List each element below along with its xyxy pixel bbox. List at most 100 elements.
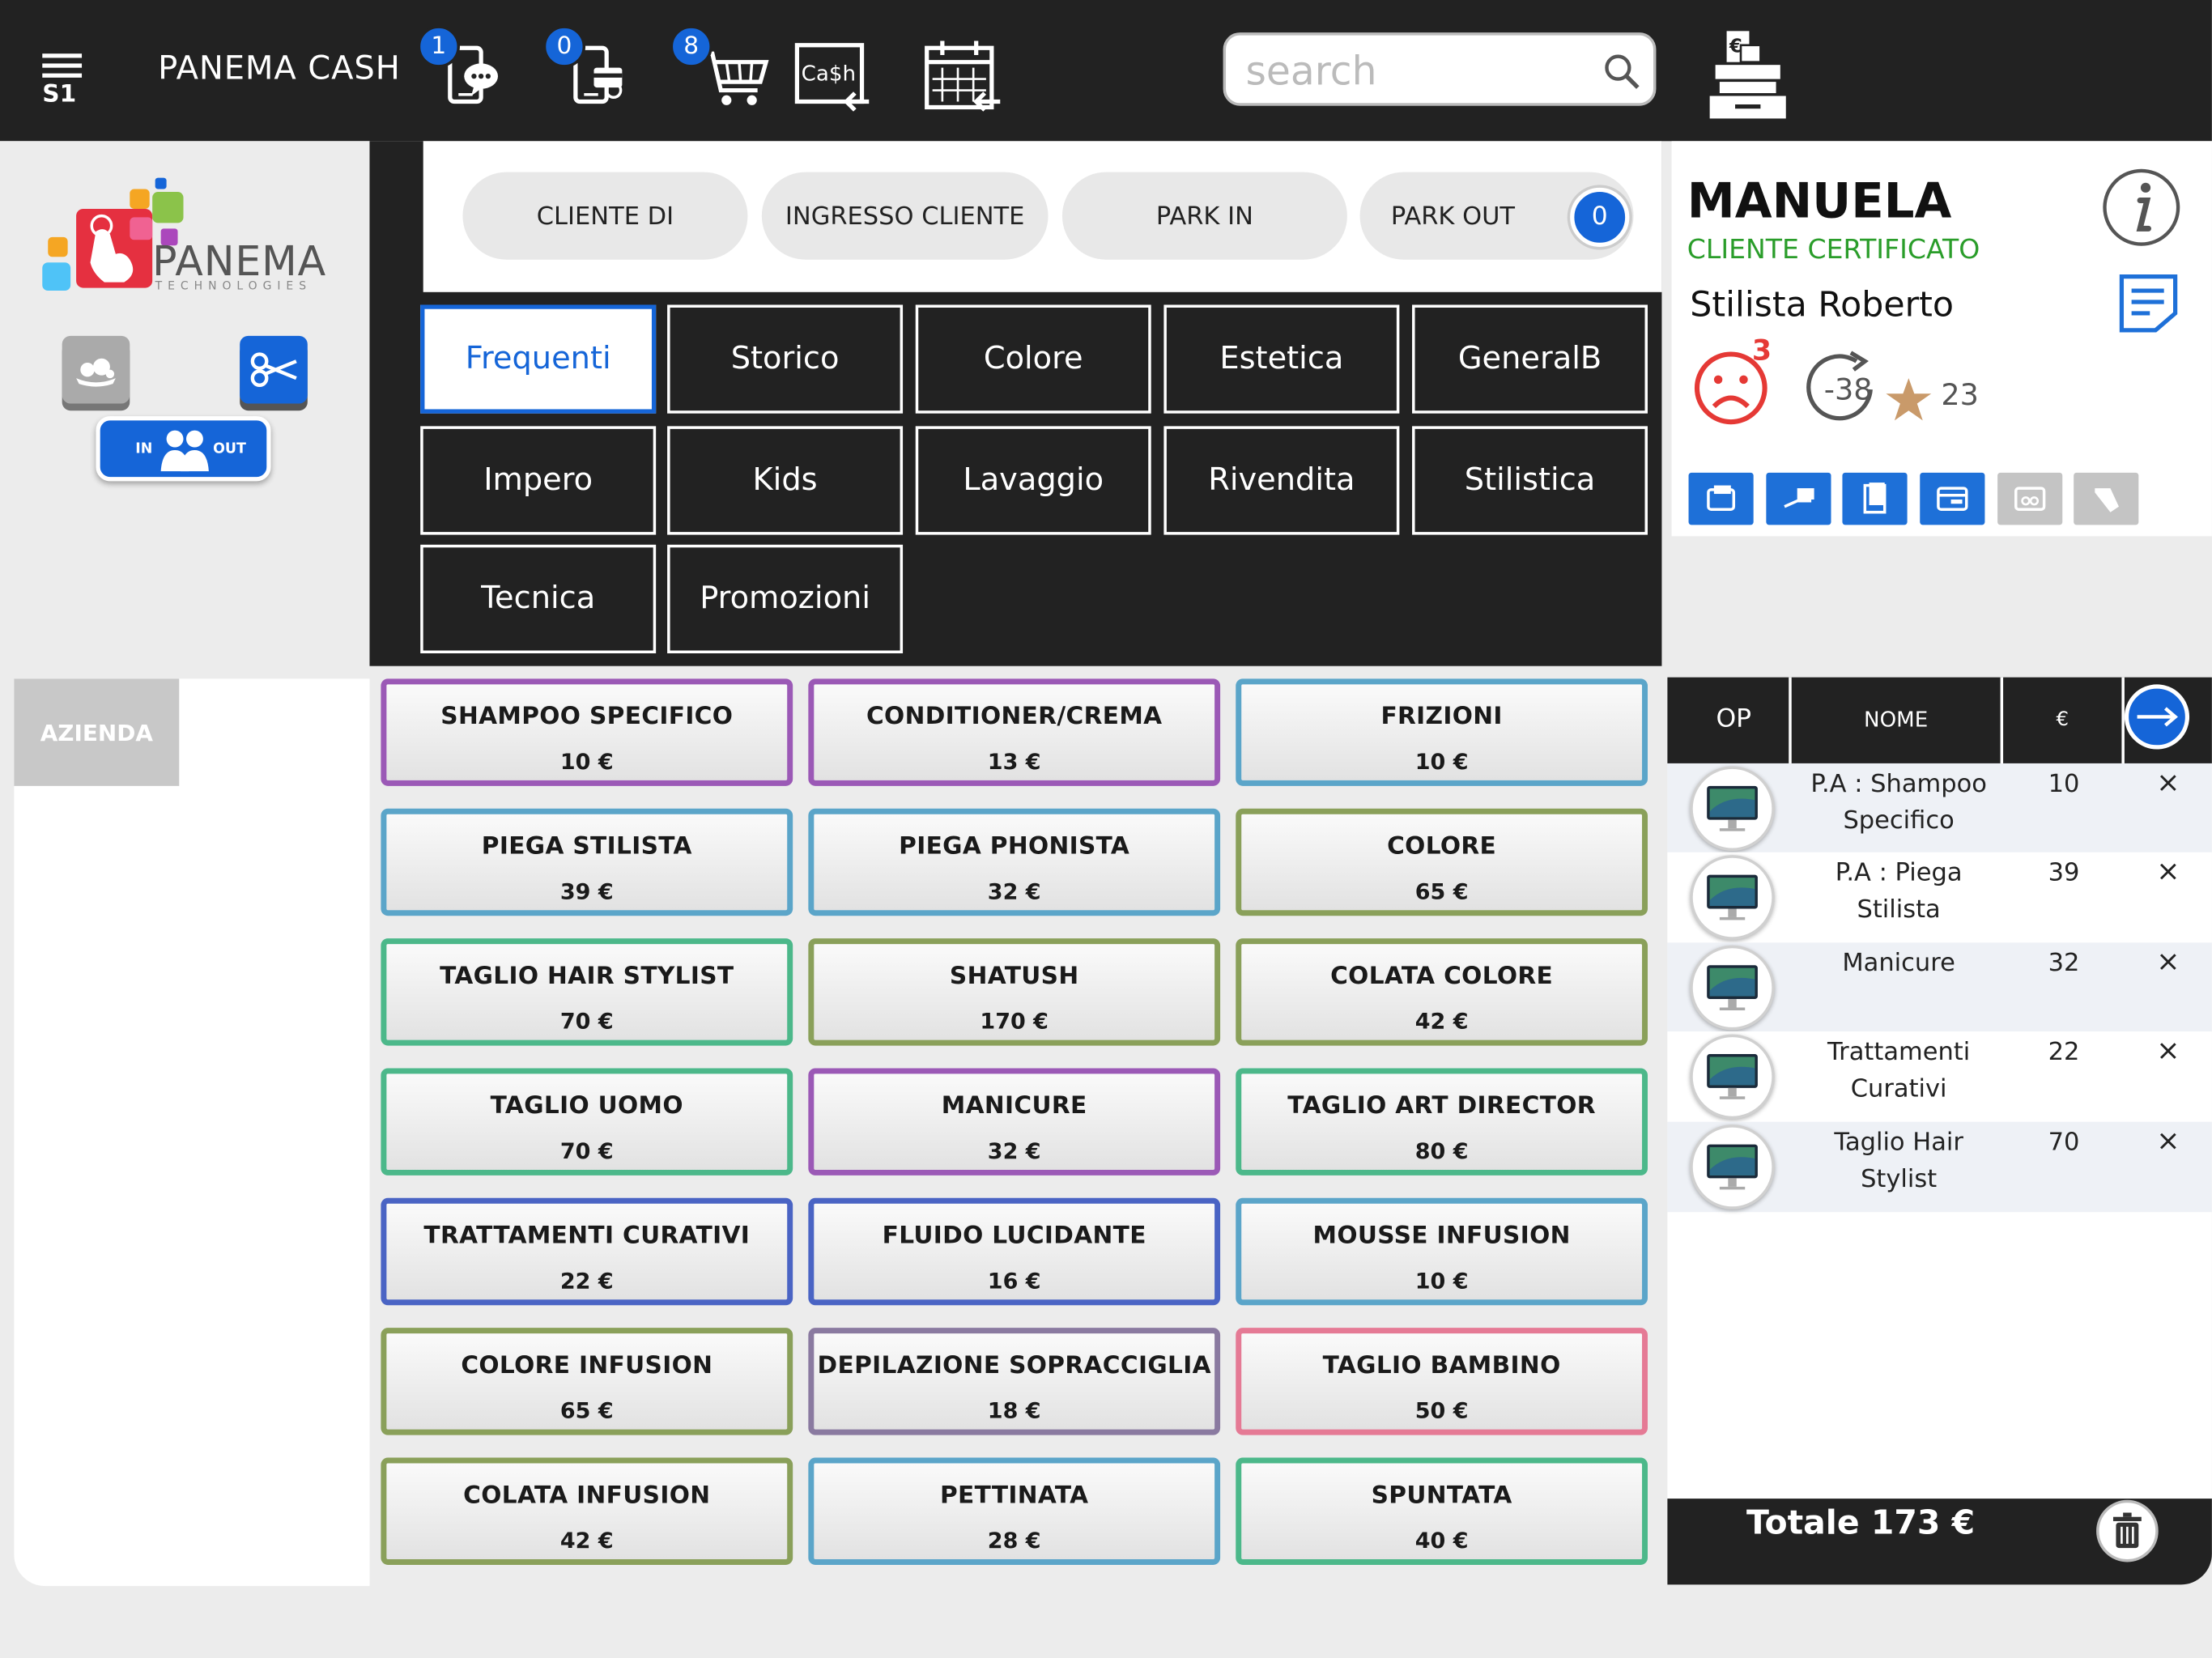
category-tab-frequenti[interactable]: Frequenti [420, 304, 657, 414]
product-price: 10 € [559, 749, 614, 775]
product-tile[interactable]: SHATUSH 170 € [808, 938, 1221, 1046]
product-tile[interactable]: SHAMPOO SPECIFICO 10 € [381, 678, 793, 786]
product-tile[interactable]: COLORE 65 € [1236, 808, 1648, 916]
client-entry-button[interactable]: INGRESSO CLIENTE [761, 172, 1049, 260]
search-input[interactable] [1245, 44, 1599, 98]
proceed-button[interactable] [2124, 684, 2190, 750]
product-tile[interactable]: FLUIDO LUCIDANTE 16 € [808, 1197, 1221, 1306]
messages-badge: 1 [417, 25, 460, 68]
receipt-row: Taglio Hair Stylist 70 × [1667, 1121, 2212, 1213]
search-box[interactable] [1223, 32, 1657, 106]
cart-button[interactable]: 8 [670, 25, 775, 116]
category-tab-lavaggio[interactable]: Lavaggio [915, 426, 1151, 535]
cash-button[interactable]: Ca$h [793, 36, 872, 116]
product-tile[interactable]: PIEGA STILISTA 39 € [381, 808, 793, 916]
people-icon [160, 430, 209, 472]
sad-face-icon [1694, 351, 1767, 425]
hamburger-menu-button[interactable]: S1 [40, 48, 85, 110]
document-icon [1863, 483, 1887, 514]
category-tab-stilistica[interactable]: Stilistica [1412, 426, 1648, 535]
customer-promo-button[interactable] [2074, 472, 2139, 525]
product-tile[interactable]: TAGLIO BAMBINO 50 € [1236, 1328, 1648, 1435]
walk-in-client-button[interactable]: CLIENTE DI PASSAGGIO [462, 172, 748, 321]
computer-icon [1707, 1144, 1758, 1190]
category-tab-generalb[interactable]: GeneralB [1412, 304, 1648, 414]
product-tile[interactable]: FRIZIONI 10 € [1236, 678, 1648, 786]
product-tile[interactable]: COLATA INFUSION 42 € [381, 1457, 793, 1565]
out-label: OUT [213, 441, 246, 457]
cash-register-button[interactable]: € [1704, 25, 1795, 124]
product-name: COLORE [1387, 832, 1497, 861]
receipt-row: P.A : Shampoo Specifico 10 × [1667, 763, 2212, 854]
product-tile[interactable]: TAGLIO ART DIRECTOR 80 € [1236, 1068, 1648, 1175]
info-button[interactable] [2100, 167, 2182, 249]
product-tile[interactable]: PIEGA PHONISTA 32 € [808, 808, 1221, 916]
calendar-button[interactable] [922, 36, 1002, 116]
customer-card-button[interactable] [1920, 472, 1985, 525]
category-tab-rivendita[interactable]: Rivendita [1163, 426, 1400, 535]
hand-card-icon [1784, 488, 1814, 508]
receipt-row: Trattamenti Curativi 22 × [1667, 1031, 2212, 1122]
remove-item-button[interactable]: × [2156, 1032, 2180, 1067]
info-icon [2103, 168, 2180, 246]
receipt-item-name: P.A : Shampoo Specifico [1810, 770, 1987, 835]
product-tile[interactable]: CONDITIONER/CREMA 13 € [808, 678, 1221, 786]
customer-wallet-button[interactable] [1688, 472, 1754, 525]
tab-azienda[interactable]: AZIENDA [14, 678, 180, 786]
operator-avatar [1690, 766, 1775, 852]
brand-name: PANEMA [152, 236, 327, 286]
receipt-item-name: P.A : Piega Stilista [1835, 859, 1963, 925]
category-tab-impero[interactable]: Impero [420, 426, 657, 535]
notes-button[interactable] [2116, 271, 2180, 336]
product-tile[interactable]: TRATTAMENTI CURATIVI 22 € [381, 1197, 793, 1306]
product-tile[interactable]: TAGLIO HAIR STYLIST 70 € [381, 938, 793, 1046]
mobile-payments-button[interactable]: 0 [542, 25, 648, 116]
computer-icon [1707, 1054, 1758, 1099]
star-count: 23 [1941, 378, 1979, 412]
park-in-button[interactable]: PARK IN [1061, 172, 1347, 260]
remove-item-button[interactable]: × [2156, 1123, 2180, 1158]
product-price: 13 € [987, 749, 1041, 775]
messages-button[interactable]: 1 [417, 25, 522, 116]
remove-item-button[interactable]: × [2156, 944, 2180, 978]
product-tile[interactable]: MANICURE 32 € [808, 1068, 1221, 1175]
remove-item-button[interactable]: × [2156, 764, 2180, 799]
product-tile[interactable]: SPUNTATA 40 € [1236, 1457, 1648, 1565]
category-tab-colore[interactable]: Colore [915, 304, 1151, 414]
product-name: PIEGA STILISTA [481, 832, 692, 861]
column-name: NOME [1864, 707, 1929, 733]
product-name: TAGLIO UOMO [490, 1092, 683, 1120]
product-tile[interactable]: TAGLIO UOMO 70 € [381, 1068, 793, 1175]
category-tab-storico[interactable]: Storico [667, 304, 904, 414]
category-tab-tecnica[interactable]: Tecnica [420, 544, 657, 654]
hair-services-button[interactable] [240, 335, 308, 404]
search-icon[interactable] [1602, 52, 1642, 91]
category-tab-promozioni[interactable]: Promozioni [667, 544, 904, 654]
category-tab-kids[interactable]: Kids [667, 426, 904, 535]
receipt-item-price: 10 [2048, 770, 2080, 799]
park-out-count-badge: 0 [1570, 187, 1630, 248]
customer-voucher-button[interactable] [1997, 472, 2063, 525]
product-tile[interactable]: MOUSSE INFUSION 10 € [1236, 1197, 1648, 1306]
product-tile[interactable]: DEPILAZIONE SOPRACCIGLIA 18 € [808, 1328, 1221, 1435]
clear-receipt-button[interactable] [2096, 1499, 2159, 1562]
product-price: 80 € [1414, 1138, 1469, 1164]
category-tab-estetica[interactable]: Estetica [1163, 304, 1400, 414]
remove-item-button[interactable]: × [2156, 853, 2180, 888]
food-service-button[interactable] [62, 335, 130, 404]
customer-payment-button[interactable] [1766, 472, 1831, 525]
in-label: IN [135, 441, 153, 457]
panema-logo [42, 177, 184, 291]
product-tile[interactable]: COLORE INFUSION 65 € [381, 1328, 793, 1435]
cash-register-icon: € [1709, 31, 1786, 119]
arrow-right-icon [2137, 707, 2178, 727]
product-name: COLORE INFUSION [461, 1351, 713, 1380]
product-name: MANICURE [941, 1092, 1087, 1120]
product-tile[interactable]: PETTINATA 28 € [808, 1457, 1221, 1565]
product-tile[interactable]: COLATA COLORE 42 € [1236, 938, 1648, 1046]
receipt-item-name: Trattamenti Curativi [1827, 1038, 1971, 1104]
product-price: 42 € [559, 1528, 614, 1554]
operator-avatar [1690, 945, 1775, 1031]
customer-documents-button[interactable] [1842, 472, 1908, 525]
check-in-out-button[interactable]: IN OUT [96, 416, 271, 482]
